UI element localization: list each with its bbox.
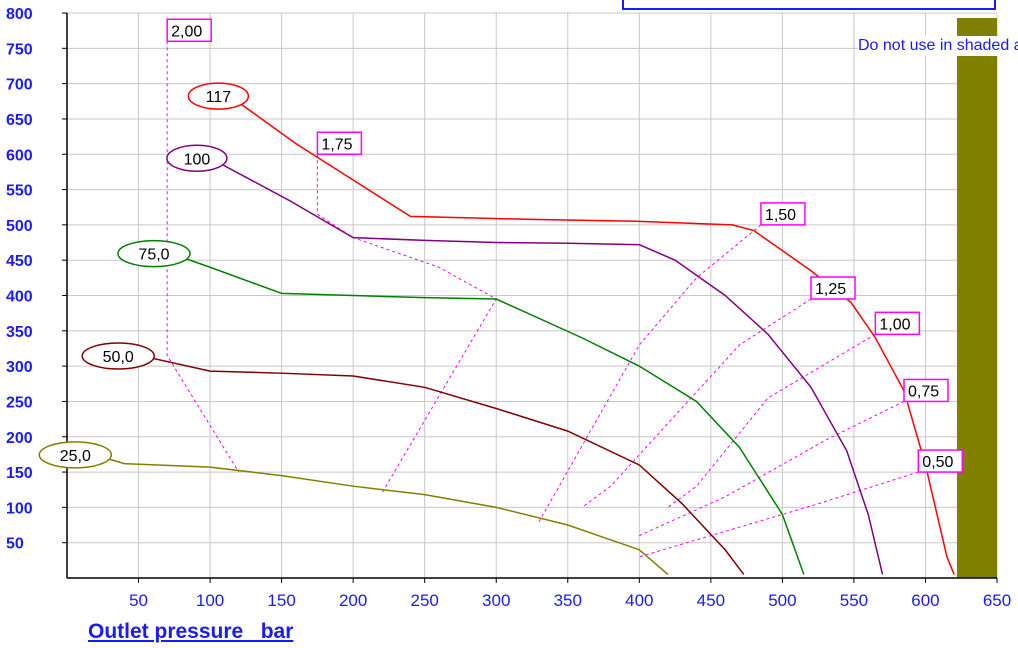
y-tick-label: 500 (6, 218, 33, 235)
x-axis-label: Outlet pressure bar (88, 620, 294, 643)
efficiency-label: 1,00 (879, 316, 910, 333)
x-tick-label: 450 (697, 591, 725, 610)
efficiency-line (667, 333, 876, 508)
series-line (159, 248, 805, 575)
series-line (81, 450, 669, 576)
x-tick-label: 400 (625, 591, 653, 610)
x-tick-label: 500 (768, 591, 796, 610)
series-label: 50,0 (103, 349, 134, 366)
y-tick-label: 250 (6, 394, 33, 411)
x-tick-label: 600 (911, 591, 939, 610)
series-line (124, 351, 745, 575)
x-tick-label: 200 (339, 591, 367, 610)
y-tick-label: 300 (6, 359, 33, 376)
series-label-oval (81, 342, 155, 370)
y-tick-label: 750 (6, 41, 33, 58)
x-tick-label: 550 (840, 591, 868, 610)
shaded-area-rect (956, 18, 997, 578)
y-tick-label: 450 (6, 253, 33, 270)
efficiency-line (316, 154, 497, 494)
efficiency-line (639, 471, 919, 558)
y-tick-label: 700 (6, 77, 33, 94)
x-tick-label: 50 (129, 591, 148, 610)
efficiency-label-box (760, 202, 806, 226)
y-tick-label: 400 (6, 289, 33, 306)
efficiency-label-box (166, 18, 212, 42)
efficiency-label-box (316, 131, 363, 155)
y-tick-label: 800 (6, 6, 33, 23)
x-tick-label: 650 (983, 591, 1011, 610)
efficiency-label: 1,50 (765, 207, 796, 224)
curve-labels: 2,00 1,75 1,50 1,25 1,00 0,75 0,50 117 100 75,0 50… (38, 18, 964, 473)
y-tick-label: 550 (6, 183, 33, 200)
series-label: 100 (184, 151, 211, 168)
x-tick-label: 250 (411, 591, 439, 610)
series-label: 117 (206, 89, 232, 106)
efficiency-line (639, 400, 905, 537)
efficiency-label-box (903, 378, 949, 403)
y-tick-label: 650 (6, 112, 33, 129)
series-line (202, 153, 884, 575)
efficiency-line (538, 224, 762, 522)
series-lines (81, 91, 955, 576)
x-tick-label: 350 (554, 591, 582, 610)
efficiency-line (166, 41, 240, 473)
series-label-oval (187, 82, 250, 110)
x-tick-label: 100 (196, 591, 224, 610)
y-tick-label: 100 (6, 500, 33, 517)
efficiency-label: 0,50 (922, 454, 953, 471)
efficiency-lines (166, 41, 919, 558)
efficiency-label-box (874, 311, 921, 336)
efficiency-label: 2,00 (171, 23, 202, 40)
x-tick-label: 300 (482, 591, 510, 610)
shaded-area (956, 18, 997, 578)
efficiency-label: 0,75 (908, 383, 939, 400)
tick-labels: 50 100 150 200 250 300 350 400 450 500 550 600 650 70… (6, 6, 1011, 610)
y-tick-label: 150 (6, 465, 33, 482)
efficiency-label-box (810, 276, 856, 300)
y-tick-label: 50 (6, 536, 24, 553)
series-label-oval (166, 144, 228, 172)
efficiency-label: 1,75 (321, 136, 352, 153)
efficiency-label-box (917, 449, 964, 473)
shaded-area-note: Do not use in shaded area. (858, 36, 1018, 56)
efficiency-line (581, 298, 812, 508)
y-tick-label: 600 (6, 147, 33, 164)
efficiency-label: 1,25 (815, 281, 846, 298)
x-tick-label: 150 (267, 591, 295, 610)
y-tick-label: 350 (6, 324, 33, 341)
series-label: 25,0 (60, 448, 91, 465)
series-label: 75,0 (138, 247, 169, 264)
series-label-oval (117, 239, 191, 268)
series-label-oval (38, 441, 113, 469)
y-tick-label: 200 (6, 430, 33, 447)
legend-box (622, 0, 996, 10)
